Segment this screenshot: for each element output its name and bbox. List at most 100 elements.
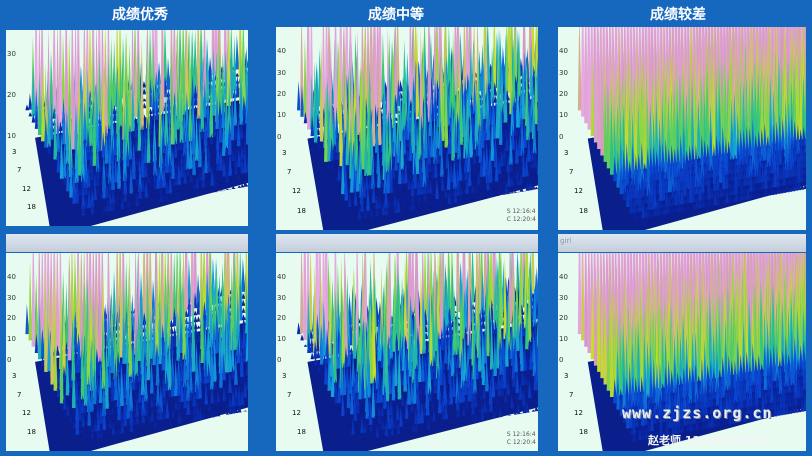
surface-spike bbox=[168, 403, 173, 405]
surface-spike bbox=[69, 157, 74, 198]
surface-spike bbox=[73, 323, 78, 353]
surface-spike bbox=[380, 192, 385, 195]
surface-spike bbox=[634, 175, 639, 199]
surface-spike bbox=[173, 138, 178, 158]
surface-spike bbox=[113, 120, 117, 128]
surface-spike bbox=[420, 206, 425, 209]
surface-spike bbox=[513, 121, 518, 136]
surface-spike bbox=[738, 77, 743, 151]
surface-spike bbox=[216, 413, 221, 417]
surface-spike bbox=[204, 383, 209, 405]
surface-spike bbox=[584, 27, 589, 124]
surface-spike bbox=[662, 204, 667, 215]
surface-spike bbox=[134, 155, 139, 159]
surface-spike bbox=[165, 178, 170, 181]
surface-spike bbox=[200, 158, 205, 160]
surface-spike bbox=[150, 186, 155, 190]
surface-spike bbox=[362, 203, 367, 205]
surface-spike bbox=[453, 117, 458, 153]
surface-spike bbox=[216, 176, 221, 178]
surface-spike bbox=[438, 200, 443, 206]
surface-spike bbox=[673, 164, 678, 192]
surface-spike bbox=[507, 169, 512, 187]
surface-spike bbox=[796, 123, 801, 155]
surface-spike bbox=[407, 176, 412, 190]
surface-spike bbox=[401, 188, 406, 191]
surface-spike bbox=[241, 257, 246, 292]
surface-spike bbox=[727, 179, 732, 189]
surface-spike bbox=[240, 179, 245, 181]
surface-spike bbox=[383, 158, 388, 194]
surface-spike bbox=[773, 165, 778, 188]
surface-spike bbox=[469, 107, 474, 158]
surface-spike bbox=[381, 201, 386, 216]
surface-spike bbox=[784, 158, 789, 178]
surface-spike bbox=[737, 187, 742, 194]
surface-spike bbox=[106, 253, 111, 340]
surface-spike bbox=[622, 165, 627, 194]
surface-spike bbox=[162, 194, 167, 202]
surface-spike bbox=[99, 404, 104, 424]
surface-spike bbox=[652, 158, 657, 181]
surface-spike bbox=[56, 147, 61, 173]
surface-spike bbox=[363, 210, 368, 219]
surface-spike bbox=[130, 30, 135, 118]
surface-spike bbox=[117, 205, 122, 210]
surface-spike bbox=[719, 199, 724, 205]
surface-spike bbox=[96, 204, 101, 207]
surface-spike bbox=[183, 390, 188, 409]
surface-spike bbox=[212, 319, 217, 354]
surface-spike bbox=[120, 415, 125, 427]
surface-spike bbox=[125, 94, 130, 160]
surface-spike bbox=[378, 214, 383, 216]
surface-spike bbox=[242, 33, 247, 111]
surface-spike bbox=[736, 162, 741, 180]
surface-spike bbox=[134, 390, 139, 397]
surface-spike bbox=[408, 131, 413, 161]
surface-spike bbox=[102, 434, 107, 437]
surface-spike bbox=[327, 161, 332, 169]
surface-spike bbox=[150, 394, 155, 408]
surface-spike bbox=[228, 371, 233, 394]
surface-spike bbox=[233, 83, 238, 126]
surface-spike bbox=[193, 315, 198, 323]
surface-spike bbox=[377, 48, 382, 146]
surface-spike bbox=[96, 174, 100, 186]
surface-spike bbox=[503, 170, 508, 173]
surface-spike bbox=[647, 195, 652, 211]
surface-spike bbox=[212, 146, 217, 151]
surface-spike bbox=[189, 408, 194, 415]
surface-spike bbox=[303, 37, 308, 117]
surface-spike bbox=[414, 207, 419, 210]
surface-spike bbox=[722, 186, 727, 197]
z-tick-label: 10 bbox=[277, 111, 286, 120]
surface-spike bbox=[149, 124, 154, 135]
surface-spike bbox=[40, 253, 45, 345]
surface-spike bbox=[673, 148, 678, 178]
surface-spike bbox=[238, 253, 243, 307]
surface-spike bbox=[204, 417, 209, 419]
surface-spike bbox=[360, 96, 365, 170]
surface-spike bbox=[179, 352, 184, 368]
surface-spike bbox=[108, 408, 113, 416]
surface-spike bbox=[680, 184, 685, 205]
surface-spike bbox=[139, 279, 144, 326]
surface-spike bbox=[242, 128, 247, 132]
surface-spike bbox=[47, 94, 52, 148]
surface-spike bbox=[402, 122, 407, 155]
surface-spike bbox=[655, 183, 660, 195]
surface-spike bbox=[78, 405, 83, 421]
surface-spike bbox=[170, 72, 175, 145]
surface-spike bbox=[801, 74, 806, 139]
surface-spike bbox=[431, 169, 435, 179]
surface-spike bbox=[399, 204, 404, 206]
surface-spike bbox=[189, 127, 193, 169]
surface-spike bbox=[377, 190, 382, 195]
surface-spike bbox=[207, 402, 212, 411]
surface-spike bbox=[716, 186, 721, 198]
surface-spike bbox=[144, 402, 149, 416]
surface-spike bbox=[759, 65, 764, 147]
surface-spike bbox=[781, 144, 786, 158]
surface-spike bbox=[155, 153, 160, 155]
surface-spike bbox=[797, 165, 802, 183]
